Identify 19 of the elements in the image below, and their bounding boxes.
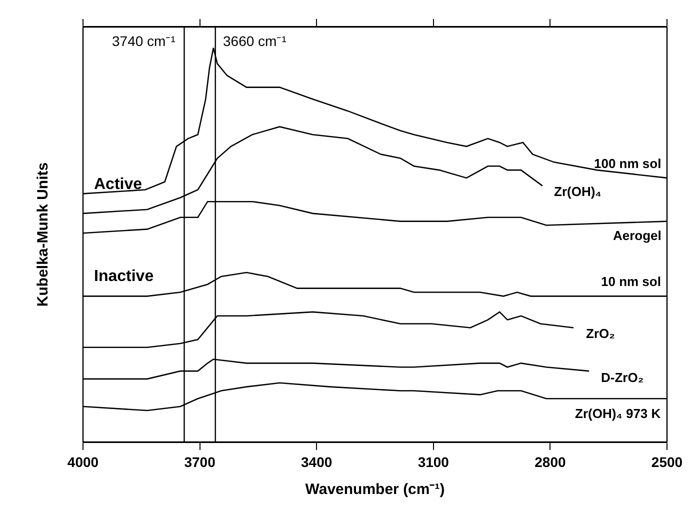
series-label: Zr(OH)₄: [554, 184, 602, 199]
annotation: Inactive: [94, 268, 154, 285]
x-tick-label: 2500: [651, 454, 683, 470]
ref-line-label: 3660 cm⁻¹: [223, 33, 287, 49]
x-tick-label: 3700: [184, 454, 216, 470]
x-tick-label: 3100: [418, 454, 450, 470]
ref-line-label: 3740 cm⁻¹: [112, 33, 176, 49]
x-axis-title: Wavenumber (cm⁻¹): [305, 480, 445, 498]
series-label: Aerogel: [613, 228, 662, 243]
x-tick-label: 3400: [301, 454, 332, 470]
series-label: 100 nm sol: [594, 156, 662, 171]
annotation: Active: [94, 176, 142, 193]
series-label: ZrO₂: [586, 326, 616, 341]
series-label: D-ZrO₂: [601, 370, 644, 385]
series-label: Zr(OH)₄ 973 K: [575, 406, 662, 421]
x-tick-label: 4000: [67, 454, 99, 470]
series-label: 10 nm sol: [601, 274, 661, 289]
x-tick-label: 2800: [534, 454, 566, 470]
y-axis-title: Kubelka-Munk Units: [34, 162, 52, 307]
